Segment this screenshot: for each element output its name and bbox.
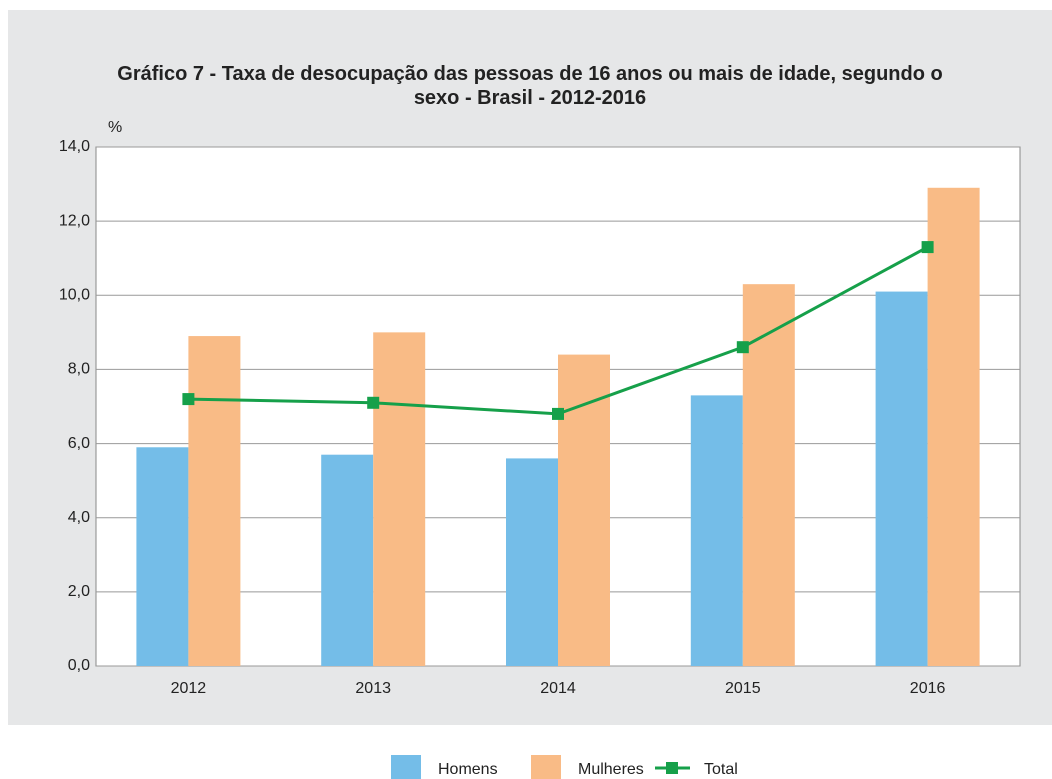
bar xyxy=(136,447,189,666)
legend-label: Total xyxy=(704,761,738,778)
bar xyxy=(321,454,374,666)
y-tick-label: 14,0 xyxy=(59,138,90,155)
chart-title: Gráfico 7 - Taxa de desocupação das pess… xyxy=(117,63,943,109)
y-tick-label: 10,0 xyxy=(59,287,90,304)
y-axis-label: % xyxy=(108,119,122,136)
line-marker xyxy=(367,396,380,409)
x-tick-label: 2015 xyxy=(725,680,761,697)
y-tick-label: 2,0 xyxy=(68,583,90,600)
line-marker xyxy=(921,241,934,254)
y-tick-label: 8,0 xyxy=(68,361,90,378)
x-tick-label: 2016 xyxy=(910,680,946,697)
x-tick-label: 2014 xyxy=(540,680,576,697)
y-tick-label: 12,0 xyxy=(59,212,90,229)
y-tick-label: 0,0 xyxy=(68,657,90,674)
bar xyxy=(875,291,928,666)
bar xyxy=(558,354,610,666)
x-tick-label: 2013 xyxy=(355,680,391,697)
bar xyxy=(506,458,558,666)
legend-swatch xyxy=(531,755,561,779)
legend-swatch xyxy=(666,762,678,774)
bar xyxy=(373,332,426,666)
y-tick-label: 4,0 xyxy=(68,509,90,526)
legend-label: Mulheres xyxy=(578,761,644,778)
line-marker xyxy=(736,341,749,354)
line-marker xyxy=(182,393,195,406)
line-marker xyxy=(552,407,564,420)
x-tick-label: 2012 xyxy=(171,680,207,697)
y-tick-label: 6,0 xyxy=(68,435,90,452)
bar xyxy=(188,336,241,666)
bar xyxy=(927,187,980,666)
legend-swatch xyxy=(391,755,421,779)
legend-label: Homens xyxy=(438,761,498,778)
bar xyxy=(690,395,743,666)
bar xyxy=(742,284,795,666)
